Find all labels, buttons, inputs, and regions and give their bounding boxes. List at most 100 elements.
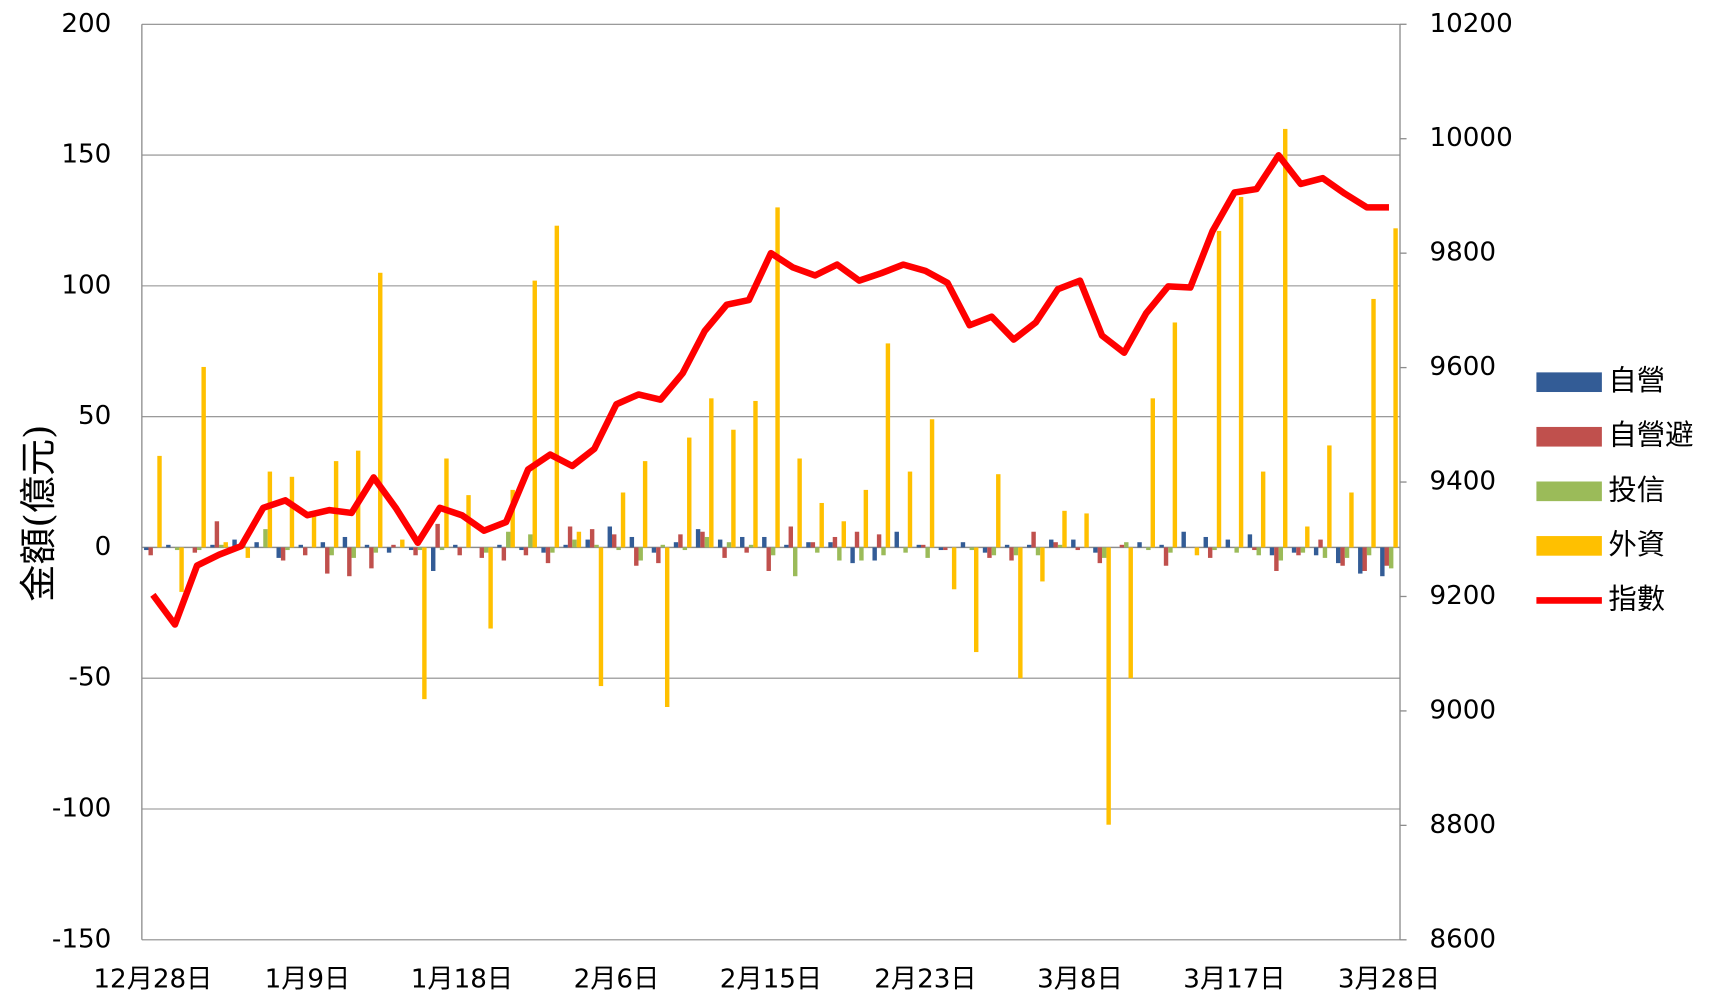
bar: [943, 547, 948, 551]
x-tick-label: 12月28日: [93, 965, 212, 995]
bar: [1018, 547, 1023, 679]
bar: [1300, 547, 1306, 553]
bar: [391, 544, 396, 548]
bar: [638, 547, 643, 561]
bar: [453, 544, 458, 548]
bar: [276, 547, 281, 558]
bar: [969, 547, 975, 551]
bar: [1349, 492, 1354, 548]
legend-swatch: [1536, 481, 1602, 502]
bar: [837, 547, 842, 561]
bar: [1026, 544, 1032, 548]
bar: [201, 366, 206, 548]
bar: [894, 531, 899, 548]
bar: [762, 536, 767, 548]
bar: [863, 489, 869, 548]
y-tick-label: 50: [78, 401, 111, 431]
bar: [1035, 547, 1041, 556]
bar: [192, 547, 198, 553]
bar: [1388, 547, 1394, 569]
bar: [876, 534, 882, 548]
bar: [709, 398, 714, 548]
legend-swatch: [1536, 372, 1602, 393]
x-tick-label: 3月28日: [1338, 965, 1440, 995]
bar: [457, 547, 462, 556]
bar: [1260, 471, 1266, 548]
bar: [1031, 531, 1036, 548]
bar: [439, 547, 445, 551]
bar: [144, 547, 149, 551]
bar: [854, 531, 860, 548]
bar: [788, 526, 794, 548]
bar: [1366, 547, 1372, 556]
bar: [753, 400, 758, 548]
bar: [651, 547, 657, 553]
bar: [731, 429, 736, 548]
bar: [929, 419, 935, 548]
bar: [157, 455, 162, 548]
bar: [422, 547, 427, 700]
bar: [872, 547, 877, 561]
bar: [1150, 398, 1155, 548]
bar: [497, 544, 502, 548]
bar: [642, 461, 648, 548]
bar: [435, 523, 440, 548]
bar: [815, 547, 820, 553]
bar: [166, 544, 171, 548]
bar: [921, 544, 926, 548]
bar: [342, 536, 348, 548]
bar: [1252, 547, 1257, 551]
bar: [1040, 547, 1045, 582]
x-tick-label: 2月15日: [720, 965, 822, 995]
bar: [289, 476, 295, 548]
bar: [254, 542, 259, 548]
bar: [1163, 547, 1169, 566]
x-tick-label: 3月17日: [1183, 965, 1285, 995]
bar: [1004, 544, 1010, 548]
legend-label: 指數: [1608, 582, 1665, 615]
bar: [1247, 534, 1253, 548]
bar: [784, 544, 789, 548]
legend-label: 投信: [1608, 473, 1665, 506]
y-tick-label: 100: [61, 270, 111, 300]
bar: [1380, 547, 1385, 577]
bar: [634, 547, 639, 566]
bar: [567, 526, 573, 548]
bar: [974, 547, 979, 653]
bar: [1062, 510, 1067, 548]
bar: [320, 542, 326, 548]
bar: [1049, 539, 1054, 548]
bar: [1296, 547, 1301, 556]
bar: [523, 547, 529, 556]
bar: [1212, 547, 1217, 551]
bar: [938, 547, 944, 551]
bar: [903, 547, 908, 553]
bar: [1146, 547, 1151, 551]
bar: [770, 547, 776, 556]
legend-label: 自營避: [1608, 419, 1693, 452]
bar: [656, 547, 661, 564]
bar: [793, 547, 798, 577]
bar: [245, 547, 251, 558]
legend-label: 自營: [1608, 364, 1665, 397]
bar: [576, 531, 582, 548]
bar: [214, 521, 220, 548]
bar: [1119, 544, 1125, 548]
bar: [607, 526, 613, 548]
bar: [1097, 547, 1103, 564]
bar: [1283, 128, 1288, 548]
bar: [841, 521, 846, 548]
bar: [612, 534, 617, 548]
bar: [828, 542, 833, 548]
y-tick-label: 150: [61, 140, 111, 170]
bar: [1344, 547, 1350, 558]
bar: [1327, 445, 1332, 548]
bar: [479, 547, 484, 558]
bar: [695, 529, 701, 548]
bar: [483, 547, 489, 553]
bar: [859, 547, 864, 561]
bar: [1393, 228, 1398, 548]
bar: [541, 547, 546, 553]
bar: [1053, 542, 1058, 548]
